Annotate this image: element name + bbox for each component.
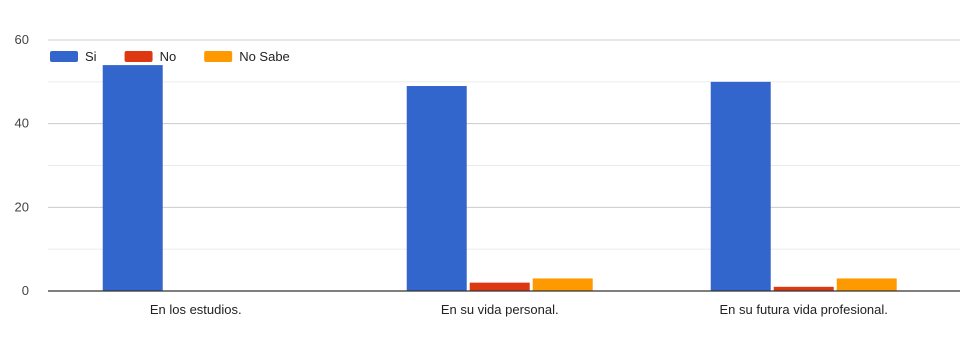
x-category-label: En su futura vida profesional. bbox=[720, 302, 888, 317]
bar-no-2 bbox=[469, 282, 530, 291]
legend-label: Si bbox=[85, 49, 97, 64]
bar-no-sabe-3 bbox=[836, 278, 897, 291]
legend-label: No bbox=[160, 49, 177, 64]
y-axis-tick-labels: 0 20 40 60 bbox=[15, 32, 29, 298]
y-tick-label: 60 bbox=[15, 32, 29, 47]
legend-swatch bbox=[50, 51, 78, 62]
x-category-label: En los estudios. bbox=[150, 302, 242, 317]
bar-si-1 bbox=[102, 65, 163, 291]
x-axis-category-labels: En los estudios. En su vida personal. En s… bbox=[150, 302, 888, 317]
bar-si-3 bbox=[710, 81, 771, 291]
x-category-label: En su vida personal. bbox=[441, 302, 559, 317]
bar-si-2 bbox=[406, 86, 467, 292]
bar-no-3 bbox=[773, 286, 834, 291]
bar-no-sabe-2 bbox=[532, 278, 593, 291]
bars bbox=[102, 65, 897, 292]
gridlines bbox=[48, 39, 960, 250]
y-tick-label: 20 bbox=[15, 199, 29, 214]
y-tick-label: 0 bbox=[22, 283, 29, 298]
legend-swatch bbox=[124, 51, 153, 62]
legend-label: No Sabe bbox=[239, 49, 290, 64]
legend-swatch bbox=[204, 51, 233, 62]
y-tick-label: 40 bbox=[15, 116, 29, 131]
legend: Si No No Sabe bbox=[50, 49, 290, 64]
